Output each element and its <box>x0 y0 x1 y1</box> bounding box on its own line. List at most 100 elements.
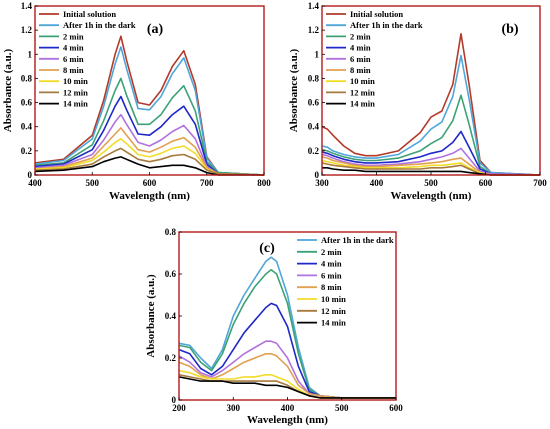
series-line-8 <box>178 376 396 399</box>
series-line-6 <box>321 156 540 176</box>
legend-entry: Initial solution <box>350 9 403 19</box>
x-tick-label: 700 <box>533 178 547 188</box>
x-tick-label: 600 <box>389 403 403 413</box>
panel-label: (b) <box>501 22 518 37</box>
legend-entry: 14 min <box>321 318 346 328</box>
series-line-6 <box>34 127 265 176</box>
chart-panel-2: 300 400 500 600 700 0 0.2 0.4 0.6 0.8 1 1.2 1.4 Wavel… <box>288 1 547 202</box>
legend-entry: 6 min <box>63 54 84 64</box>
y-tick-label: 0.2 <box>165 353 177 363</box>
y-axis-label: Absorbance (a.u.) <box>145 274 157 358</box>
legend-entry: 4 min <box>321 259 342 269</box>
y-tick-label: 1.4 <box>21 1 33 11</box>
legend-entry: 14 min <box>350 99 375 109</box>
y-tick-label: 1 <box>28 49 33 59</box>
y-tick-label: 0.2 <box>21 146 33 156</box>
legend-entry: After 1h in the dark <box>321 235 394 245</box>
series-line-3 <box>178 302 396 399</box>
legend-entry: 4 min <box>350 43 371 53</box>
x-tick-label: 500 <box>424 178 438 188</box>
x-axis-label: Wavelength (nm) <box>109 190 190 202</box>
legend-entry: 6 min <box>350 54 371 64</box>
series-line-9 <box>34 156 264 176</box>
legend-entry: After 1h in the dark <box>63 20 136 30</box>
y-tick-label: 0.8 <box>21 73 33 83</box>
series-line-5 <box>34 113 265 176</box>
series-line-4 <box>34 95 265 176</box>
x-tick-label: 800 <box>257 178 271 188</box>
y-tick-label: 0 <box>315 170 320 180</box>
y-tick-label: 1.2 <box>308 25 320 35</box>
x-tick-label: 400 <box>281 403 295 413</box>
legend-entry: 6 min <box>321 270 342 280</box>
series-line-2 <box>321 54 541 176</box>
legend-entry: 8 min <box>350 65 371 75</box>
x-tick-label: 500 <box>86 178 100 188</box>
legend-entry: 10 min <box>63 76 88 86</box>
y-tick-label: 0.6 <box>21 98 33 108</box>
series-line-5 <box>321 147 541 176</box>
series-line-1 <box>178 256 396 399</box>
legend-entry: 8 min <box>321 282 342 292</box>
series-line-3 <box>321 94 541 176</box>
series-line-7 <box>34 138 265 176</box>
y-tick-label: 0.4 <box>308 122 320 132</box>
y-tick-label: 0.6 <box>308 98 320 108</box>
x-tick-label: 300 <box>315 178 329 188</box>
legend-entry: 12 min <box>63 87 88 97</box>
x-tick-label: 400 <box>370 178 384 188</box>
series-line-7 <box>321 159 540 176</box>
legend-entry: 8 min <box>63 65 84 75</box>
chart-panel-1: 400 500 600 700 800 0 0.2 0.4 0.6 0.8 1 1.2 1.4 Wavel… <box>2 1 271 202</box>
series-line-4 <box>321 130 541 176</box>
y-tick-label: 0.4 <box>21 122 33 132</box>
y-tick-label: 0.4 <box>165 311 177 321</box>
series-line-2 <box>178 269 396 399</box>
x-tick-label: 600 <box>479 178 493 188</box>
legend-entry: After 1h in the dark <box>350 20 423 30</box>
y-axis-label: Absorbance (a.u.) <box>288 48 300 132</box>
legend-entry: 10 min <box>321 294 346 304</box>
x-axis-label: Wavelength (nm) <box>391 190 472 202</box>
x-tick-label: 700 <box>200 178 214 188</box>
series-line-9 <box>322 167 540 176</box>
x-tick-label: 500 <box>335 403 349 413</box>
x-axis-label: Wavelength (nm) <box>247 414 328 426</box>
x-tick-label: 400 <box>28 178 42 188</box>
y-tick-label: 1.4 <box>308 1 320 11</box>
legend-entry: 10 min <box>350 76 375 86</box>
panel-label: (c) <box>259 241 275 256</box>
y-tick-label: 1.2 <box>21 25 33 35</box>
y-tick-label: 0.6 <box>165 269 177 279</box>
legend-entry: 14 min <box>63 99 88 109</box>
legend-entry: 4 min <box>63 43 84 53</box>
series-line-8 <box>321 162 540 176</box>
chart-panel-3: 200 300 400 500 600 0 0.2 0.4 0.6 0.8 Wavelength (… <box>145 227 403 426</box>
legend-entry: Initial solution <box>63 9 116 19</box>
y-tick-label: 0.8 <box>308 73 320 83</box>
legend-entry: 2 min <box>350 31 371 41</box>
y-tick-label: 0 <box>172 395 177 405</box>
series-line-5 <box>178 353 396 399</box>
series-line-2 <box>34 46 265 176</box>
legend-entry: 12 min <box>350 87 375 97</box>
x-tick-label: 600 <box>143 178 157 188</box>
y-tick-label: 0.8 <box>165 227 177 237</box>
y-tick-label: 1 <box>315 49 320 59</box>
x-tick-label: 300 <box>227 403 241 413</box>
y-tick-label: 0 <box>28 170 33 180</box>
series-line-1 <box>321 33 541 176</box>
series-line-8 <box>34 147 265 176</box>
panel-label: (a) <box>147 22 164 37</box>
y-tick-label: 0.2 <box>308 146 320 156</box>
y-axis-label: Absorbance (a.u.) <box>2 48 14 132</box>
legend-entry: 2 min <box>321 247 342 257</box>
series-line-3 <box>34 77 265 176</box>
legend-entry: 12 min <box>321 306 346 316</box>
x-tick-label: 200 <box>172 403 186 413</box>
legend-entry: 2 min <box>63 31 84 41</box>
